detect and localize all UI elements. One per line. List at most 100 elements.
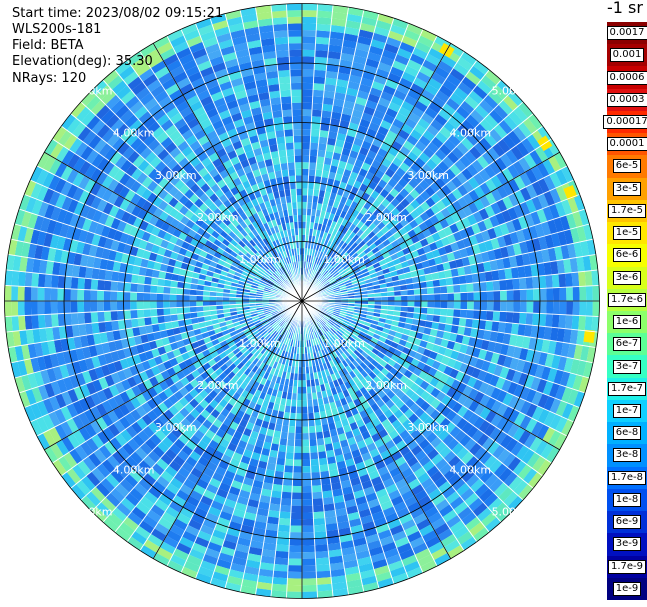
range-gate-cell [443,468,457,481]
range-gate-cell [101,128,116,143]
range-gate-cell [124,473,139,488]
range-gate-cell [463,265,472,276]
range-gate-cell [346,246,354,255]
range-gate-cell [282,282,288,288]
range-gate-cell [344,373,353,382]
range-gate-cell [302,518,314,526]
range-gate-cell [355,258,363,265]
range-gate-cell [247,362,256,371]
range-gate-cell [189,156,201,168]
range-gate-cell [479,406,491,420]
range-gate-cell [111,80,128,95]
range-gate-cell [341,367,349,376]
range-gate-cell [74,141,89,157]
range-gate-cell [351,384,360,393]
range-gate-cell [283,330,289,338]
range-gate-cell [235,327,244,335]
range-gate-cell [381,49,397,61]
range-gate-cell [4,269,13,286]
range-gate-cell [133,124,148,138]
range-gate-cell [53,339,63,354]
range-gate-cell [345,228,353,237]
range-gate-cell [130,283,138,293]
range-gate-cell [57,275,66,289]
range-gate-cell [139,544,157,559]
range-gate-cell [254,418,264,427]
range-gate-cell [82,242,92,256]
range-gate-cell [127,511,143,526]
range-gate-cell [55,439,70,456]
range-gate-cell [384,363,393,372]
range-gate-cell [119,232,130,244]
range-gate-cell [279,310,286,316]
range-gate-cell [56,378,68,394]
range-gate-cell [331,243,339,252]
range-gate-cell [44,446,59,464]
range-gate-cell [430,119,444,132]
range-gate-cell [169,477,184,490]
range-gate-cell [288,379,294,387]
range-gate-cell [283,315,289,321]
range-gate-cell [505,220,516,234]
range-gate-cell [455,258,464,269]
range-gate-cell [459,343,469,355]
range-gate-cell [277,326,283,334]
range-gate-cell [413,466,427,479]
range-gate-cell [247,345,256,353]
range-gate-cell [479,310,487,321]
range-gate-cell [395,167,407,178]
range-gate-cell [256,507,269,517]
range-gate-cell [224,234,234,243]
range-gate-cell [138,239,148,250]
range-gate-cell [259,317,267,323]
range-gate-cell [401,71,417,84]
range-gate-cell [321,326,327,334]
range-gate-cell [52,221,64,236]
range-gate-cell [443,138,457,152]
range-gate-cell [147,203,158,216]
range-gate-cell [382,251,391,259]
range-gate-cell [432,279,441,288]
range-gate-cell [533,288,540,301]
range-gate-cell [221,476,234,487]
range-gate-cell [344,458,356,468]
range-gate-cell [519,347,529,361]
range-gate-cell [216,292,224,297]
range-gate-cell [510,323,519,336]
range-gate-cell [208,152,220,163]
range-gate-cell [184,524,200,537]
range-gate-cell [331,488,344,497]
range-gate-cell [508,178,520,193]
range-gate-cell [375,68,390,79]
range-gate-cell [377,125,390,137]
range-gate-cell [280,336,286,344]
range-gate-cell [363,246,372,255]
range-gate-cell [340,479,352,489]
range-gate-cell [332,312,340,318]
range-gate-cell [429,409,441,421]
range-gate-cell [125,388,136,401]
range-gate-cell [316,570,332,579]
range-gate-cell [522,117,538,134]
range-gate-cell [440,383,451,395]
range-gate-cell [494,157,508,172]
range-gate-cell [271,354,278,362]
range-gate-cell [462,205,473,217]
range-gate-cell [235,340,244,348]
range-gate-cell [222,432,233,443]
range-gate-cell [331,18,347,27]
range-gate-cell [280,328,286,336]
range-gate-cell [153,331,162,341]
range-gate-cell [50,301,58,315]
range-gate-cell [323,348,330,356]
range-gate-cell [302,69,315,77]
range-gate-cell [256,412,266,421]
range-gate-cell [320,245,327,253]
range-gate-cell [165,506,180,519]
range-gate-cell [320,259,326,267]
range-gate-cell [40,246,50,261]
range-gate-cell [337,256,345,264]
range-gate-cell [69,137,83,154]
range-gate-cell [526,452,541,469]
range-gate-cell [474,232,485,244]
